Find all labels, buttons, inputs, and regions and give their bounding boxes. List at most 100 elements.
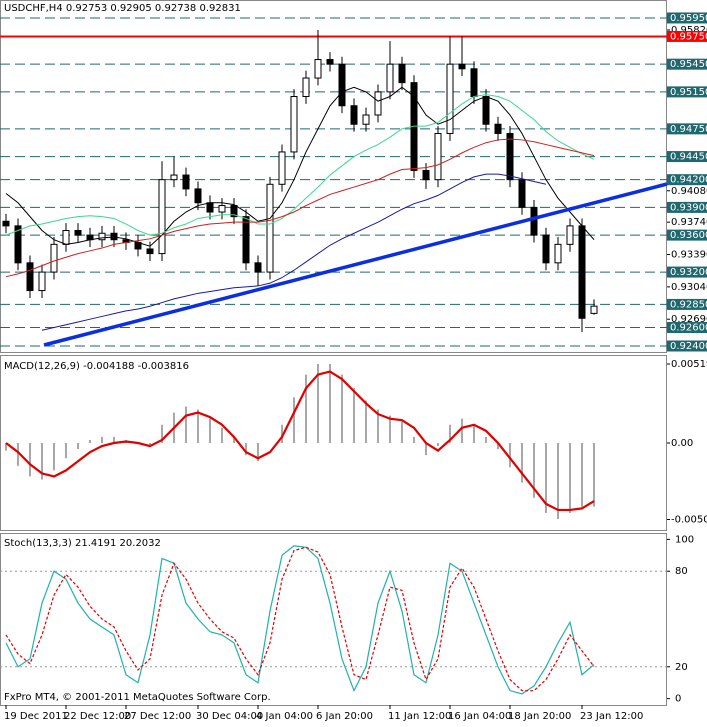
main-title: USDCHF,H4 0.92753 0.92905 0.92738 0.9283… — [4, 3, 241, 14]
candle-body — [62, 229, 70, 245]
candle-body — [338, 63, 346, 107]
x-tick-label: 23 Jan 12:00 — [580, 711, 643, 722]
candle-body — [350, 105, 358, 125]
y-tick-label: 0.00 — [671, 438, 693, 449]
footer: FxPro MT4, © 2001-2011 MetaQuotes Softwa… — [4, 692, 271, 703]
candle-body — [530, 206, 538, 236]
candle-body — [74, 229, 82, 236]
y-tick-label: -0.00503 — [671, 515, 707, 526]
candle-body — [242, 216, 250, 264]
candle-body — [266, 183, 274, 273]
candle-body — [158, 179, 166, 255]
level-box — [667, 322, 707, 334]
macd-title: MACD(12,26,9) -0.004188 -0.003816 — [4, 361, 189, 372]
candle-body — [146, 248, 154, 255]
level-box — [667, 298, 707, 310]
moving-average — [5, 86, 595, 247]
y-tick-label: 0 — [675, 694, 681, 705]
x-tick-label: 22 Dec 12:00 — [64, 711, 131, 722]
resistance-label: 0.95750 — [670, 31, 707, 42]
macd-signal — [5, 370, 595, 512]
x-tick-label: 27 Dec 12:00 — [124, 711, 191, 722]
candle-body — [254, 262, 262, 273]
candle-body — [422, 169, 430, 181]
trend-line — [43, 182, 668, 347]
x-tick-label: 30 Dec 04:00 — [196, 711, 263, 722]
candle-body — [290, 96, 298, 153]
candle-body — [314, 59, 322, 79]
level-box — [667, 86, 707, 98]
candle-body — [554, 243, 562, 264]
candle-body — [182, 174, 190, 190]
candle-body — [26, 262, 34, 292]
level-box — [667, 123, 707, 135]
macd-panel — [0, 355, 667, 531]
candle-body — [14, 225, 22, 264]
candle-body — [194, 188, 202, 204]
candle-body — [386, 63, 394, 93]
candle-body — [302, 77, 310, 98]
main-panel — [0, 0, 667, 353]
level-box — [667, 174, 707, 186]
candle-body — [170, 174, 178, 181]
candle-body — [542, 234, 550, 264]
x-tick-label: 6 Jan 20:00 — [316, 711, 373, 722]
candle-body — [578, 225, 586, 319]
candle-body — [50, 243, 58, 273]
candle-body — [482, 96, 490, 125]
candle-body — [398, 63, 406, 84]
y-tick-label: 20 — [675, 662, 688, 673]
moving-average — [5, 94, 595, 236]
candle-body — [38, 271, 46, 292]
candle-body — [434, 132, 442, 181]
candle-body — [218, 205, 226, 213]
y-tick-label: 100 — [675, 534, 694, 545]
plot-layer — [0, 17, 667, 695]
level-box — [667, 340, 707, 352]
level-box — [667, 58, 707, 70]
candle-body — [446, 63, 454, 134]
level-box — [667, 201, 707, 213]
x-tick-label: 4 Jan 04:00 — [256, 711, 313, 722]
candle-body — [506, 132, 514, 181]
y-tick-label: 0.005194 — [671, 359, 707, 370]
candle-body — [566, 225, 574, 245]
candle-body — [458, 63, 466, 70]
stoch-title: Stoch(13,3,3) 21.4191 20.2032 — [4, 538, 161, 549]
level-box — [667, 229, 707, 241]
level-box — [667, 12, 707, 24]
y-tick-label: 80 — [675, 566, 688, 577]
candle-body — [98, 232, 106, 241]
candle-body — [206, 202, 214, 213]
resistance-box — [667, 30, 707, 42]
candle-body — [278, 151, 286, 185]
x-tick-label: 19 Dec 2011 — [4, 711, 68, 722]
candle-body — [2, 220, 10, 227]
moving-average — [5, 138, 595, 278]
candle-body — [362, 114, 370, 125]
level-box — [667, 151, 707, 163]
moving-average — [41, 173, 547, 331]
candle-body — [374, 91, 382, 116]
candle-body — [230, 205, 238, 218]
x-tick-label: 11 Jan 12:00 — [388, 711, 451, 722]
candle-body — [494, 123, 502, 134]
level-box — [667, 266, 707, 278]
